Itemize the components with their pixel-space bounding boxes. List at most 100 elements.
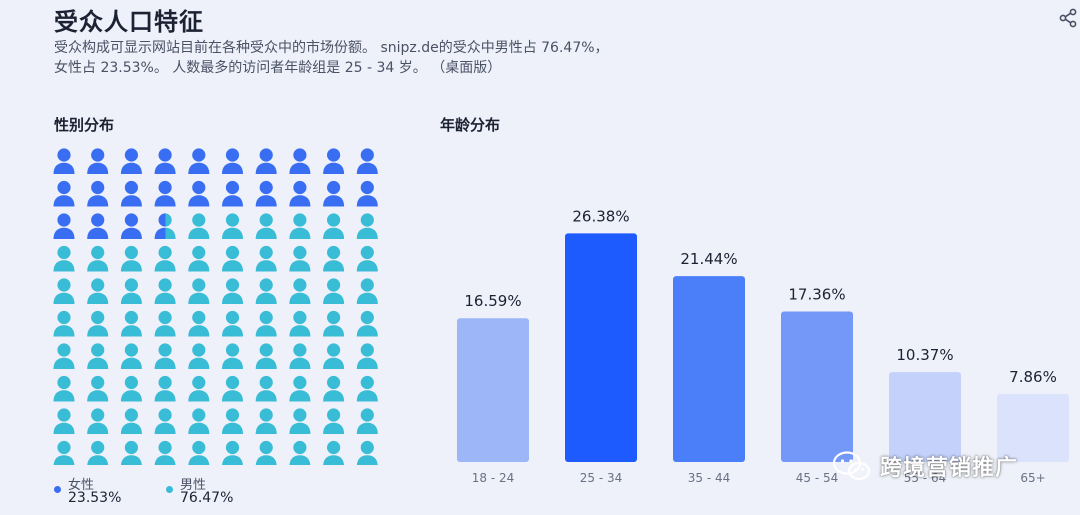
person-icon <box>53 180 75 207</box>
person-icon <box>323 213 345 239</box>
male-label: 男性 <box>180 478 207 493</box>
person-icon <box>87 343 109 369</box>
person-icon <box>120 343 142 369</box>
person-icon <box>323 375 345 402</box>
person-icon <box>53 278 75 304</box>
person-icon <box>188 375 210 402</box>
person-icon <box>323 278 345 304</box>
person-icon <box>188 180 210 207</box>
person-icon <box>255 148 277 174</box>
person-icon <box>87 180 109 207</box>
age-bar-value-label: 16.59% <box>464 292 521 310</box>
person-icon <box>53 245 75 272</box>
age-bar-2[interactable] <box>673 276 745 462</box>
age-section-title: 年龄分布 <box>440 116 501 134</box>
age-category-label: 65+ <box>1020 471 1045 485</box>
person-icon <box>323 343 345 369</box>
person-icon <box>154 148 176 174</box>
person-icon <box>120 180 142 207</box>
age-bar-0[interactable] <box>457 318 529 462</box>
person-icon <box>120 213 142 239</box>
person-icon <box>188 310 210 337</box>
person-icon <box>87 148 109 174</box>
person-icon <box>222 440 243 465</box>
wechat-icon <box>832 451 871 481</box>
person-icon <box>356 213 378 239</box>
person-icon <box>154 310 176 337</box>
person-icon <box>188 278 210 304</box>
age-bar-value-label: 7.86% <box>1009 368 1057 386</box>
person-icon <box>289 180 311 207</box>
person-icon <box>53 343 75 369</box>
person-icon <box>289 343 311 369</box>
page-title: 受众人口特征 <box>54 8 204 36</box>
age-bar-5[interactable] <box>997 393 1069 462</box>
person-icon <box>120 245 142 272</box>
person-icon <box>255 278 277 304</box>
person-icon <box>87 213 109 239</box>
person-icon <box>356 343 378 369</box>
age-category-label: 35 - 44 <box>688 471 731 485</box>
person-icon <box>255 343 277 369</box>
person-icon <box>289 440 311 465</box>
person-icon <box>188 408 210 434</box>
person-icon <box>356 278 378 304</box>
share-icon[interactable] <box>1058 8 1078 28</box>
person-icon <box>323 180 345 207</box>
age-bar-value-label: 21.44% <box>680 250 737 268</box>
age-bar-3[interactable] <box>781 311 853 462</box>
male-dot <box>166 486 173 493</box>
person-icon <box>222 245 243 272</box>
person-icon <box>356 440 378 465</box>
person-icon <box>222 278 243 304</box>
person-icon <box>53 408 75 434</box>
person-icon <box>323 440 344 465</box>
person-icon <box>289 375 311 402</box>
person-icon <box>289 213 311 239</box>
person-icon <box>154 440 176 465</box>
person-icon <box>154 408 176 434</box>
person-icon <box>53 440 75 465</box>
person-icon <box>120 148 142 174</box>
age-category-label: 45 - 54 <box>796 471 839 485</box>
person-icon <box>53 213 75 239</box>
person-icon <box>87 245 109 272</box>
person-icon <box>120 375 142 402</box>
person-icon <box>222 213 243 239</box>
person-icon <box>323 245 345 272</box>
female-value: 23.53% <box>68 490 122 506</box>
person-icon <box>289 408 311 434</box>
age-bar-value-label: 17.36% <box>788 286 845 304</box>
person-icon <box>289 245 311 272</box>
person-icon <box>356 148 378 174</box>
person-icon <box>222 375 243 402</box>
person-icon <box>255 408 277 434</box>
age-category-label: 18 - 24 <box>472 471 515 485</box>
person-icon <box>120 310 142 337</box>
person-icon <box>87 310 109 337</box>
person-icon <box>222 408 243 434</box>
person-icon <box>356 310 378 337</box>
person-icon <box>255 310 277 337</box>
person-icon <box>87 278 109 304</box>
person-icon <box>289 278 311 304</box>
age-category-label: 55 - 64 <box>904 471 947 485</box>
person-icon <box>255 245 277 272</box>
person-icon <box>255 180 277 207</box>
gender-pictogram <box>53 148 378 465</box>
person-icon <box>222 148 243 174</box>
person-icon <box>222 180 243 207</box>
person-icon <box>289 148 311 174</box>
male-value: 76.47% <box>180 490 234 506</box>
person-icon <box>53 310 75 337</box>
person-icon <box>154 213 176 239</box>
person-icon <box>188 245 210 272</box>
person-icon <box>188 343 210 369</box>
female-dot <box>54 486 61 493</box>
person-icon <box>323 408 345 434</box>
age-bar-1[interactable] <box>565 233 637 462</box>
person-icon <box>323 148 345 174</box>
age-bar-4[interactable] <box>889 372 961 462</box>
person-icon <box>154 245 176 272</box>
person-icon <box>356 408 378 434</box>
